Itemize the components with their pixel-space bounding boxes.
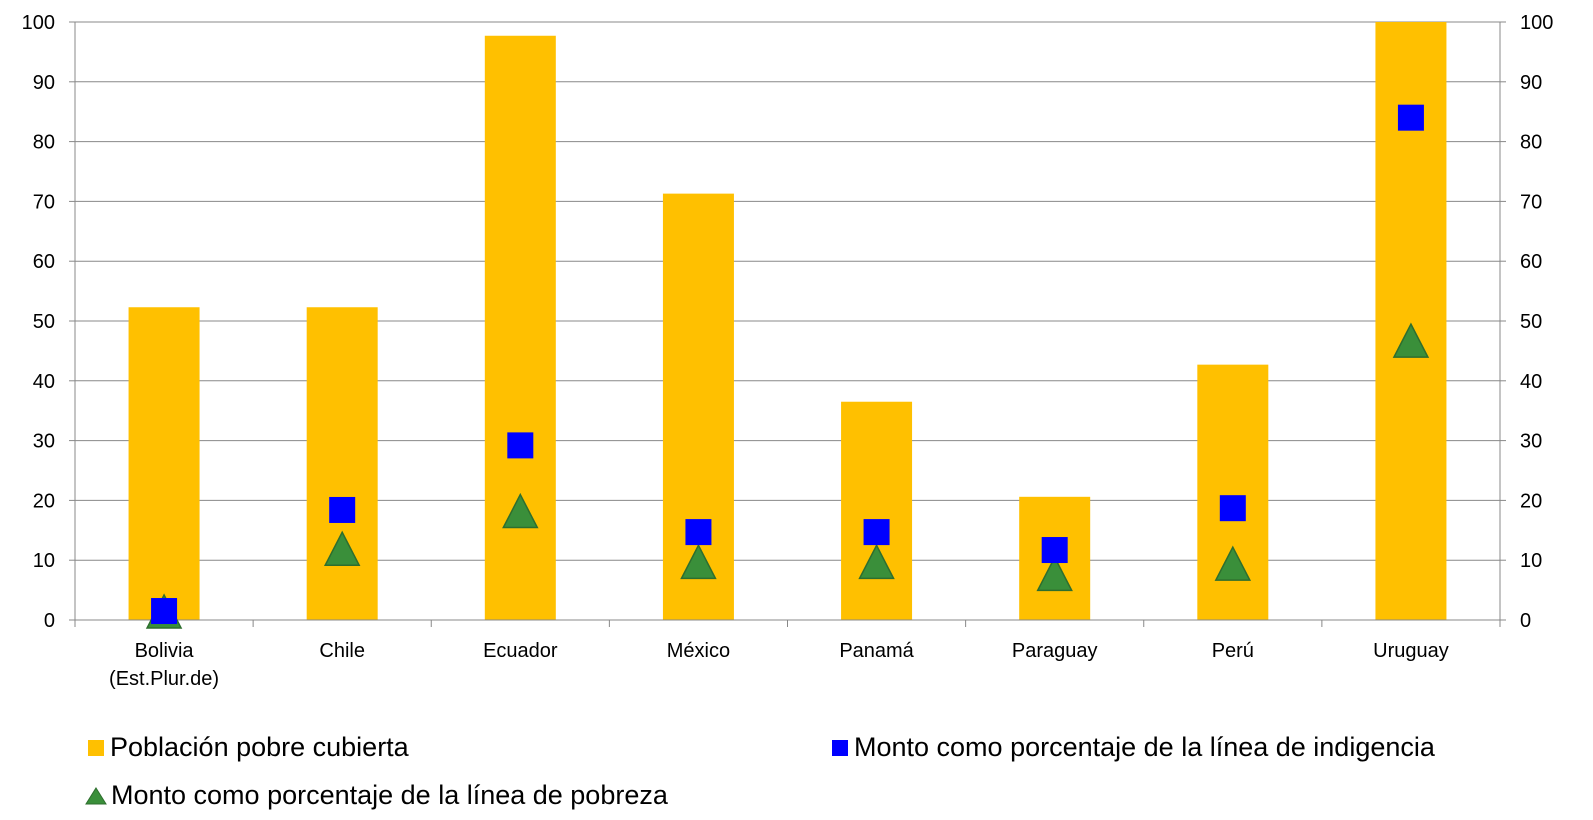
y-tick-label-left: 80 (33, 132, 55, 154)
y-tick-label-right: 20 (1520, 490, 1542, 512)
triangle-marker (858, 543, 895, 580)
x-tick-label: Chile (319, 640, 365, 662)
triangle-marker (1214, 545, 1252, 581)
square-marker (329, 496, 356, 523)
square-marker (151, 598, 178, 625)
axis-labels: 0 0 10 10 20 20 30 30 40 40 50 50 60 60 70 70 80 80 90 90 10… (22, 12, 1554, 690)
y-tick-label-right: 10 (1520, 550, 1542, 572)
y-tick-label-right: 0 (1520, 610, 1531, 632)
square-marker (507, 432, 534, 459)
legend-label-pobreza: Monto como porcentaje de la línea de pob… (111, 780, 668, 810)
x-tick-label: (Est.Plur.de) (109, 668, 219, 690)
y-tick-label-left: 90 (33, 72, 55, 94)
y-tick-label-left: 60 (33, 251, 55, 273)
square-marker (685, 519, 712, 546)
square-marker (1219, 495, 1246, 522)
y-tick-label-left: 20 (33, 490, 55, 512)
x-tick-label: Panamá (839, 640, 914, 662)
x-tick-label: Bolivia (135, 640, 195, 662)
y-tick-label-left: 0 (44, 610, 55, 632)
legend-label-indigencia: Monto como porcentaje de la línea de ind… (854, 732, 1435, 762)
x-tick-label: Uruguay (1373, 640, 1449, 662)
bar-series (128, 22, 1447, 620)
y-tick-label-left: 70 (33, 191, 55, 213)
x-tick-label: México (667, 640, 730, 662)
square-marker (1041, 537, 1068, 564)
triangle-marker (1392, 322, 1430, 358)
square-marker (1397, 104, 1424, 131)
axes (69, 21, 1506, 627)
y-tick-label-left: 10 (33, 550, 55, 572)
bar (1197, 364, 1269, 620)
y-tick-label-right: 100 (1520, 12, 1553, 34)
bar (128, 307, 200, 620)
y-tick-label-right: 60 (1520, 251, 1542, 273)
y-tick-label-left: 100 (22, 12, 55, 34)
y-tick-label-right: 50 (1520, 311, 1542, 333)
y-tick-label-right: 70 (1520, 191, 1542, 213)
chart: 0 0 10 10 20 20 30 30 40 40 50 50 60 60 70 70 80 80 90 90 10… (22, 12, 1554, 690)
legend-swatch-square (832, 739, 848, 756)
marker-series (145, 104, 1430, 629)
triangle-marker (502, 492, 539, 529)
legend-item-pobreza: Monto como porcentaje de la línea de pob… (85, 780, 668, 811)
y-tick-label-left: 40 (33, 371, 55, 393)
x-tick-label: Paraguay (1012, 640, 1098, 662)
y-tick-label-right: 90 (1520, 72, 1542, 94)
y-tick-label-right: 40 (1520, 371, 1542, 393)
triangle-marker (323, 530, 361, 566)
bar (306, 307, 378, 620)
legend-item-indigencia: Monto como porcentaje de la línea de ind… (832, 732, 1435, 763)
legend-item-poblacion: Población pobre cubierta (88, 732, 409, 763)
bar (841, 401, 913, 620)
legend-swatch-bar (88, 739, 104, 756)
legend-label-poblacion: Población pobre cubierta (110, 732, 409, 762)
y-tick-label-left: 50 (33, 311, 55, 333)
legend-swatch-triangle (85, 786, 107, 804)
y-tick-label-left: 30 (33, 431, 55, 453)
x-tick-label: Perú (1212, 640, 1254, 662)
square-marker (863, 519, 890, 546)
triangle-marker (1036, 555, 1073, 592)
y-tick-label-right: 80 (1520, 132, 1542, 154)
bar (484, 35, 556, 620)
gridlines (75, 21, 1500, 561)
x-tick-label: Ecuador (483, 640, 558, 662)
y-tick-label-right: 30 (1520, 431, 1542, 453)
triangle-marker (680, 543, 717, 580)
